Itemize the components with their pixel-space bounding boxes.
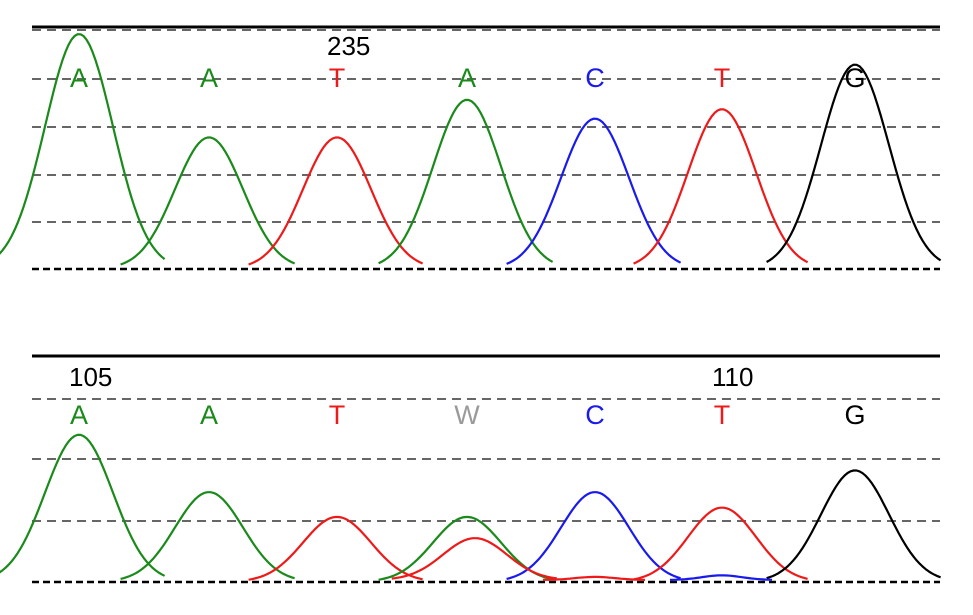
trace-peak-t <box>248 515 423 581</box>
base-call-a: A <box>200 400 218 430</box>
base-call-w: W <box>454 400 480 430</box>
base-call-g: G <box>844 400 865 430</box>
chromatogram-panel-2: 105 110 A A T W C T G <box>0 354 941 584</box>
trace-peak-a <box>0 33 166 260</box>
base-call-a: A <box>458 63 476 93</box>
base-call-t: T <box>329 400 346 430</box>
trace-secondary-peak-t <box>542 575 646 581</box>
chromatogram-panel-1: 235 A A T A C T G <box>0 25 942 271</box>
base-call-a: A <box>70 63 88 93</box>
trace-peak-a <box>120 136 296 266</box>
trace-peak-c <box>506 491 681 580</box>
base-call-t: T <box>714 400 731 430</box>
trace-peak-t <box>248 136 424 266</box>
trace-peak-a <box>378 98 554 265</box>
trace-peak-g <box>766 63 942 263</box>
trace-peak-c <box>506 117 682 265</box>
trace-peak-a <box>120 491 295 580</box>
base-call-t: T <box>714 63 731 93</box>
position-number-label: 105 <box>69 362 112 392</box>
position-number-label: 110 <box>712 362 753 392</box>
base-call-t: T <box>329 63 346 93</box>
position-number-label: 235 <box>327 31 370 61</box>
base-call-c: C <box>585 63 605 93</box>
trace-peak-t <box>633 506 808 581</box>
trace-secondary-peak-c <box>670 574 773 581</box>
base-call-a: A <box>200 63 218 93</box>
trace-peak-a <box>0 433 166 577</box>
trace-peak-g <box>766 469 941 580</box>
trace-peak-t <box>633 108 809 265</box>
trace-secondary-peak-t <box>391 537 557 580</box>
base-call-g: G <box>844 63 865 93</box>
base-call-a: A <box>70 400 88 430</box>
base-call-c: C <box>585 400 605 430</box>
